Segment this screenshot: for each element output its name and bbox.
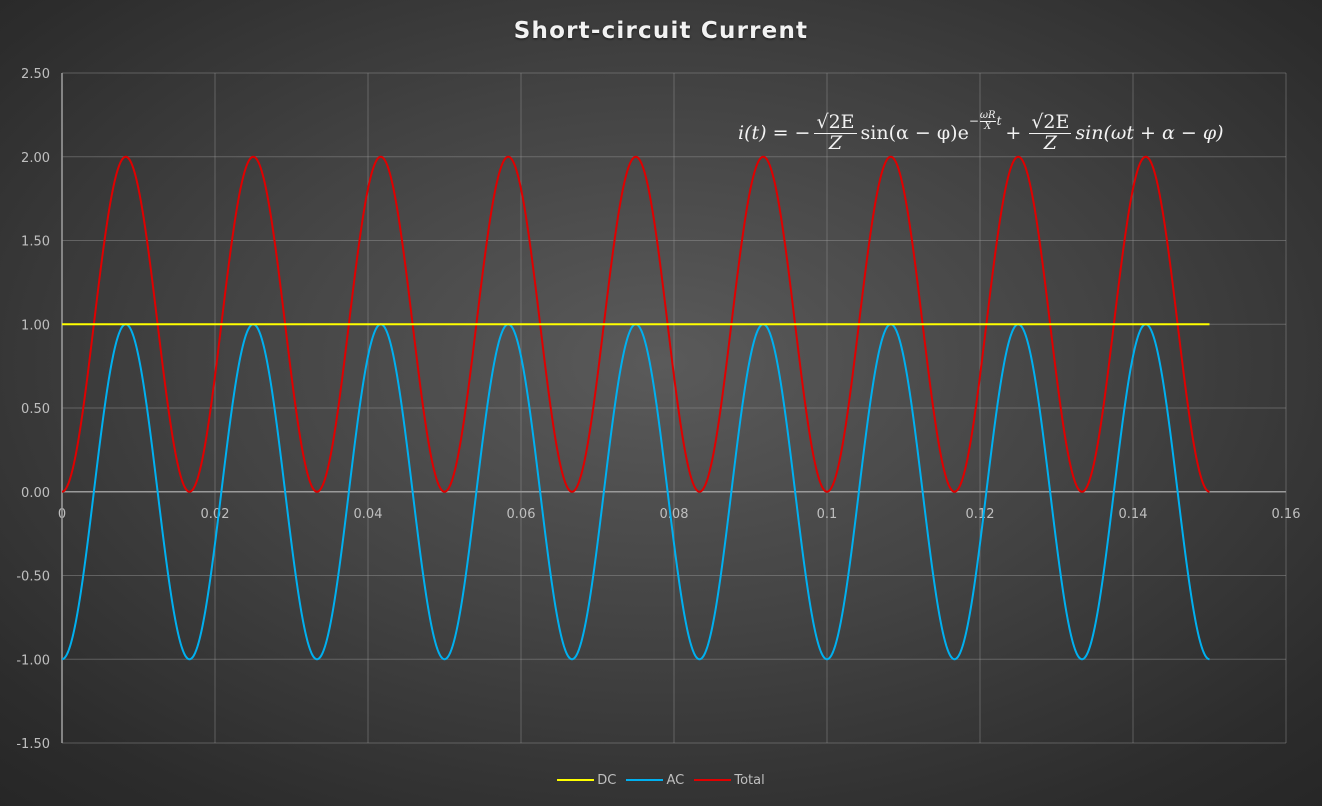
fraction-denominator: Z (1043, 131, 1057, 154)
y-tick-label: 2.00 (21, 151, 50, 166)
exponent-sign: − (968, 114, 979, 129)
legend-swatch-ac (626, 779, 664, 781)
series-line-total (61, 155, 1210, 493)
legend-swatch-total (694, 779, 732, 781)
chart-title: Short-circuit Current (513, 18, 809, 44)
legend-item-total[interactable]: Total (694, 772, 765, 788)
y-tick-label: 1.50 (21, 235, 50, 250)
legend-label-total: Total (734, 772, 765, 788)
formula-rhs: sin(ωt + α − φ) (1075, 122, 1224, 145)
legend-label-ac: AC (666, 772, 685, 788)
y-tick-label: 2.50 (21, 67, 50, 82)
fraction-denominator: Z (828, 131, 843, 154)
legend-label-dc: DC (597, 772, 617, 788)
legend-item-dc[interactable]: DC (557, 773, 616, 788)
fraction-numerator: √2E (1029, 111, 1072, 134)
formula-lhs: i(t) = − (738, 122, 811, 145)
y-tick-label: 1.00 (21, 318, 50, 333)
formula-plus: + (1005, 122, 1022, 145)
y-tick-label: -1.50 (16, 737, 50, 752)
x-tick-label: 0.16 (1272, 507, 1301, 522)
legend-swatch-dc (557, 779, 595, 781)
formula-fraction-2: √2E Z (1029, 111, 1072, 154)
exponent-numerator: ωR (979, 109, 996, 122)
exponent-denominator: X (984, 120, 992, 132)
x-tick-label: 0.04 (354, 507, 383, 522)
x-tick-label: 0.1 (817, 507, 838, 522)
formula-mid: sin(α − φ)e (860, 122, 969, 145)
y-tick-label: -0.50 (16, 570, 50, 585)
x-tick-label: 0.14 (1119, 507, 1148, 522)
y-tick-label: 0.00 (21, 486, 50, 501)
formula-exponent: − ωR X t (968, 109, 1002, 132)
legend-item-ac[interactable]: AC (626, 773, 684, 788)
exponent-t: t (996, 114, 1002, 129)
x-tick-label: 0.06 (507, 507, 536, 522)
formula-fraction-1: √2E Z (814, 111, 857, 154)
y-tick-label: 0.50 (21, 402, 50, 417)
y-tick-label: -1.00 (16, 653, 50, 668)
x-tick-label: 0.12 (966, 507, 995, 522)
chart-legend: DC AC Total (0, 770, 1322, 788)
x-tick-label: 0.02 (201, 507, 230, 522)
x-tick-label: 0.08 (660, 507, 689, 522)
formula-annotation: i(t) = − √2E Z sin(α − φ)e − ωR X t + √2… (738, 109, 1224, 154)
fraction-numerator: √2E (814, 111, 857, 134)
exponent-fraction: ωR X (979, 109, 996, 132)
